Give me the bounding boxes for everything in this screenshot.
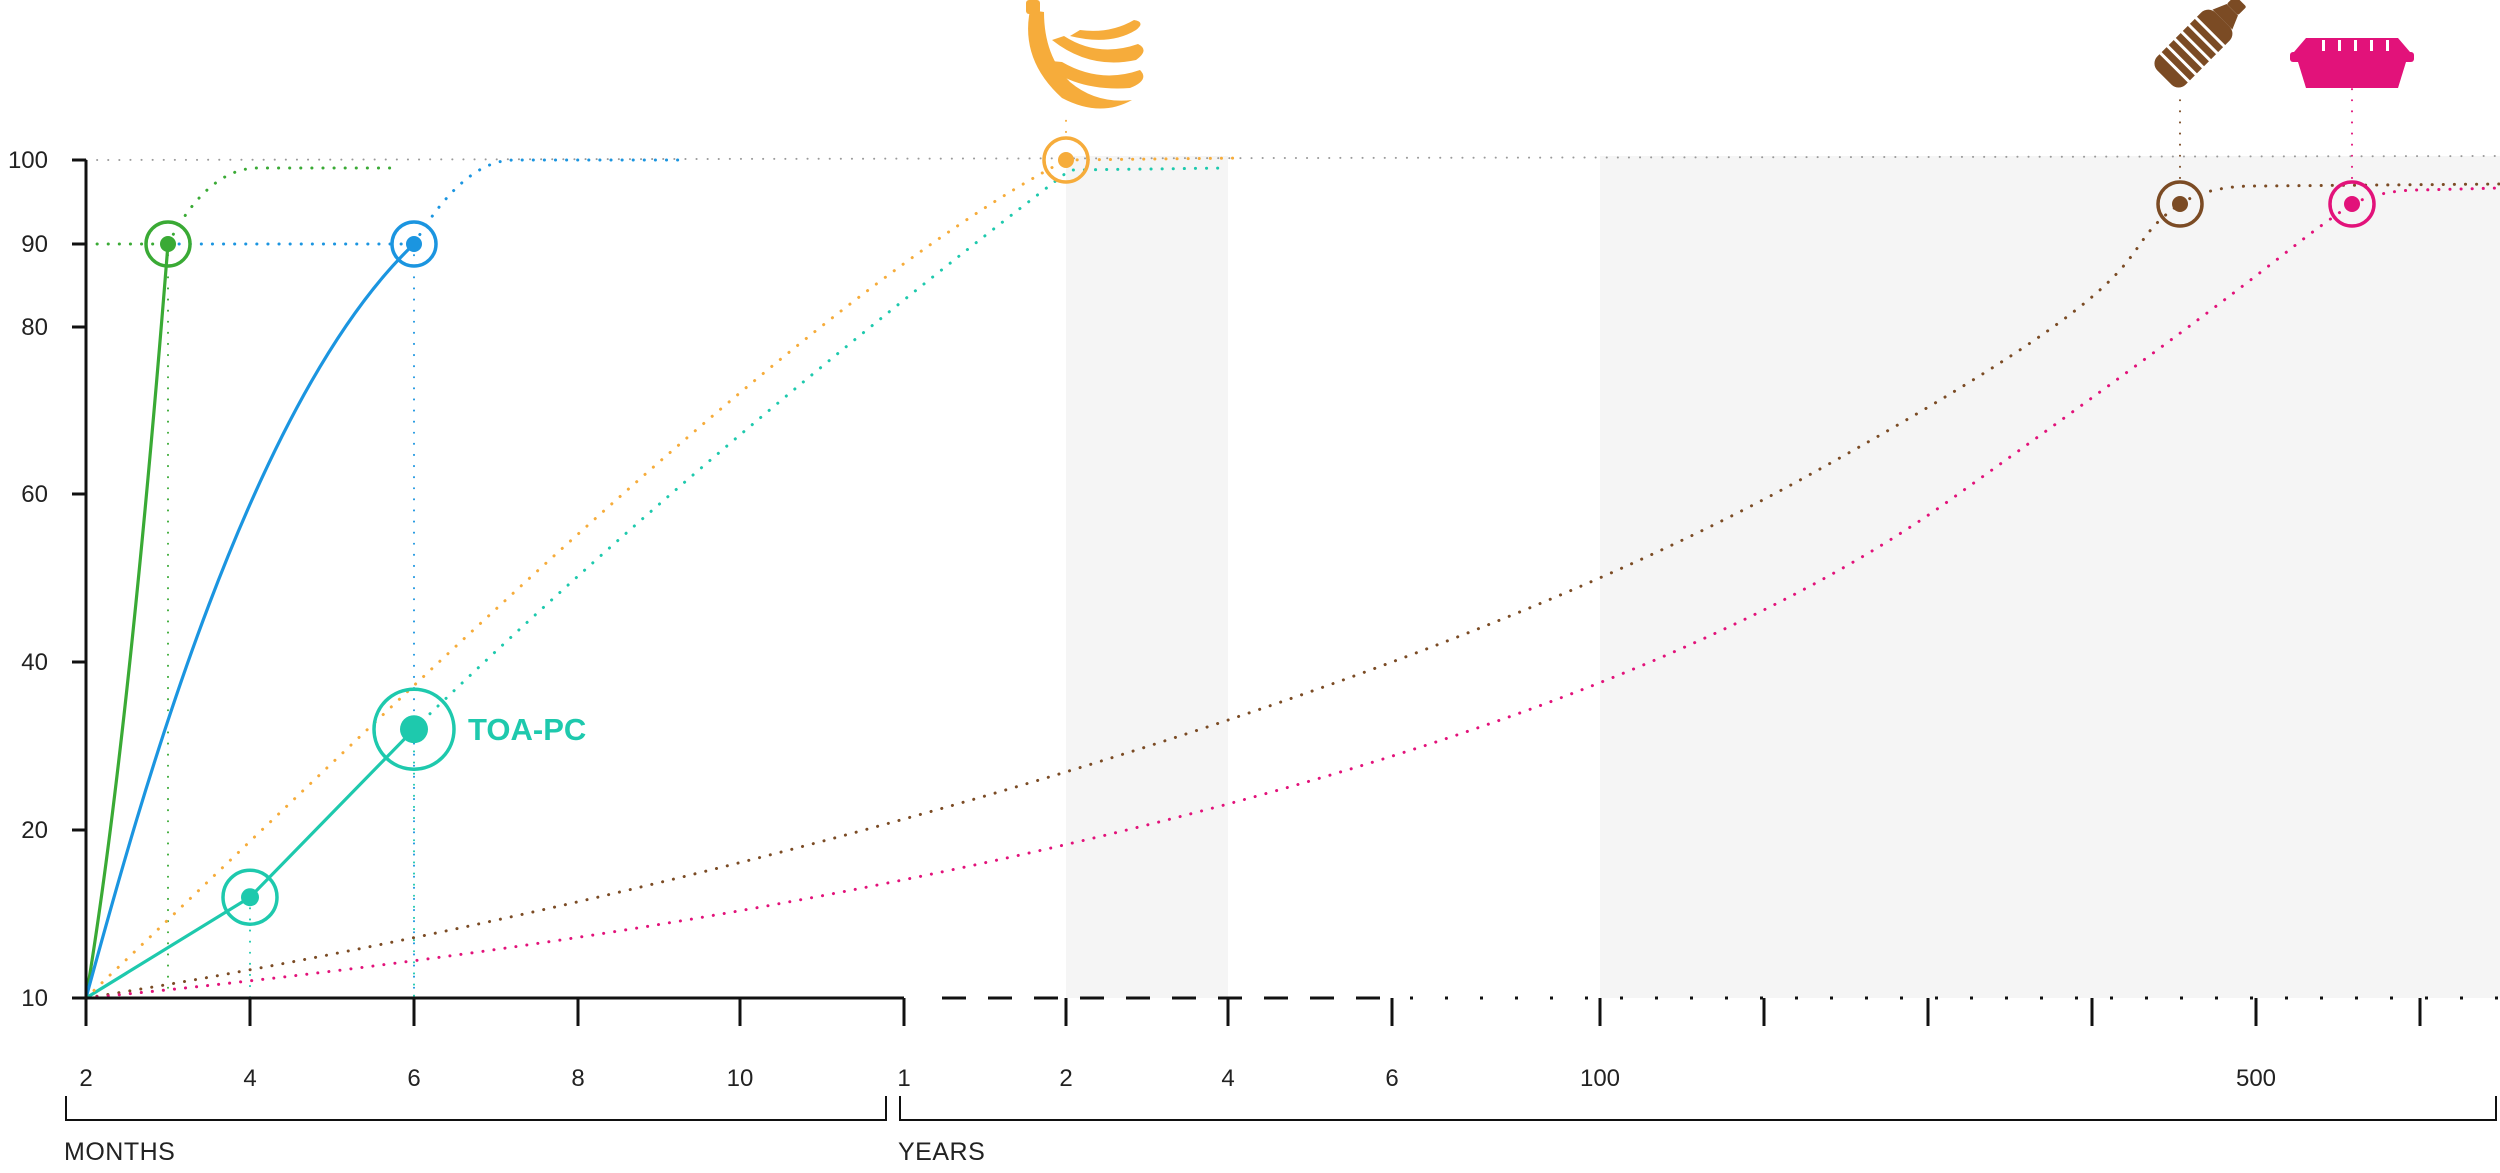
food-container-icon — [2290, 38, 2414, 88]
teal-dotted-projection — [412, 166, 1230, 731]
container-lid — [2294, 38, 2410, 52]
x-tick-label-years: 6 — [1385, 1065, 1398, 1092]
container-groove — [2354, 40, 2357, 51]
x-tick-label-years: 1 — [897, 1065, 910, 1092]
green-series-line — [84, 242, 170, 1000]
blue-marker-ring — [390, 220, 438, 268]
orange-marker-ring — [1042, 136, 1090, 184]
container-groove — [2322, 40, 2325, 51]
y-tick-label: 40 — [21, 649, 48, 676]
y-tick-label: 10 — [21, 985, 48, 1012]
bottle-ridge — [2179, 29, 2213, 63]
bottle-ridge — [2158, 50, 2192, 84]
bottle-ridge — [2165, 43, 2199, 77]
container-rim — [2290, 52, 2414, 62]
teal-marker-6-months-ring — [372, 687, 456, 771]
axes — [65, 158, 2500, 1121]
blue-series-line — [84, 242, 416, 1000]
y-tick-label: 80 — [21, 314, 48, 341]
banana-finger — [1040, 60, 1144, 89]
x-tick-label-years: 2 — [1059, 1065, 1072, 1092]
blue-dotted-continuation — [412, 158, 682, 246]
plastic-bottle-icon — [2154, 0, 2246, 88]
banana-stem — [1026, 0, 1040, 14]
y-tick-label: 100 — [8, 147, 48, 174]
months-bracket — [65, 1096, 887, 1121]
teal-marker-6-months-dot — [400, 715, 428, 744]
brown-dotted-line — [84, 202, 2182, 1000]
container-groove — [2338, 40, 2341, 51]
teal-marker-4-months-dot — [241, 888, 259, 907]
series-markers — [144, 136, 2376, 926]
brown-marker-dot — [2172, 196, 2188, 212]
container-base — [2298, 62, 2406, 88]
y-tick-label: 20 — [21, 817, 48, 844]
x-tick-label-months: 10 — [727, 1065, 754, 1092]
shaded-band-100-plus-years — [1600, 156, 2500, 998]
orange-marker-dot — [1058, 152, 1074, 168]
x-tick-label-months: 8 — [571, 1065, 584, 1092]
banana-icon — [1026, 0, 1144, 109]
container-groove — [2370, 40, 2373, 51]
y-tick-label: 90 — [21, 231, 48, 258]
magenta-dotted-line — [84, 202, 2354, 1000]
green-dotted-continuation — [166, 166, 392, 246]
magenta-marker-dot — [2344, 196, 2360, 212]
toa-pc-label: TOA-PC — [468, 712, 586, 747]
x-tick-label-years: 4 — [1221, 1065, 1234, 1092]
banana-finger — [1052, 36, 1144, 63]
banana-finger — [1070, 20, 1141, 40]
x-tick-label-months: 6 — [407, 1065, 420, 1092]
series-lines — [84, 85, 2500, 1000]
orange-dotted-tail — [1064, 156, 1242, 162]
shaded-bands — [1066, 156, 2500, 998]
x-tick-label-years: 100 — [1580, 1065, 1620, 1092]
shaded-band-2-4-years — [1066, 156, 1228, 998]
x-tick-label-months: 2 — [79, 1065, 92, 1092]
green-marker-ring — [144, 220, 192, 268]
bottle-cap — [2227, 0, 2246, 15]
container-groove — [2386, 40, 2389, 51]
x-tick-label-months: 4 — [243, 1065, 256, 1092]
bottle-ridge — [2186, 22, 2220, 56]
orange-dotted-line — [84, 158, 1068, 1000]
blue-marker-dot — [406, 236, 422, 252]
teal-series-line — [84, 727, 416, 1000]
series-icons — [1026, 0, 2414, 109]
teal-marker-4-months-ring — [221, 868, 279, 926]
magenta-marker-ring — [2328, 180, 2376, 228]
bottle-ridge — [2193, 15, 2227, 49]
brown-marker-ring — [2156, 180, 2204, 228]
y-tick-label: 60 — [21, 481, 48, 508]
months-label: MONTHS — [64, 1138, 175, 1166]
x-tick-label-years: 500 — [2236, 1065, 2276, 1092]
green-marker-dot — [160, 236, 176, 252]
bottle-ridge — [2172, 36, 2206, 70]
years-label: YEARS — [898, 1138, 985, 1166]
years-bracket — [899, 1096, 2497, 1121]
banana-finger — [1028, 10, 1132, 109]
bottle-neck — [2212, 4, 2238, 30]
